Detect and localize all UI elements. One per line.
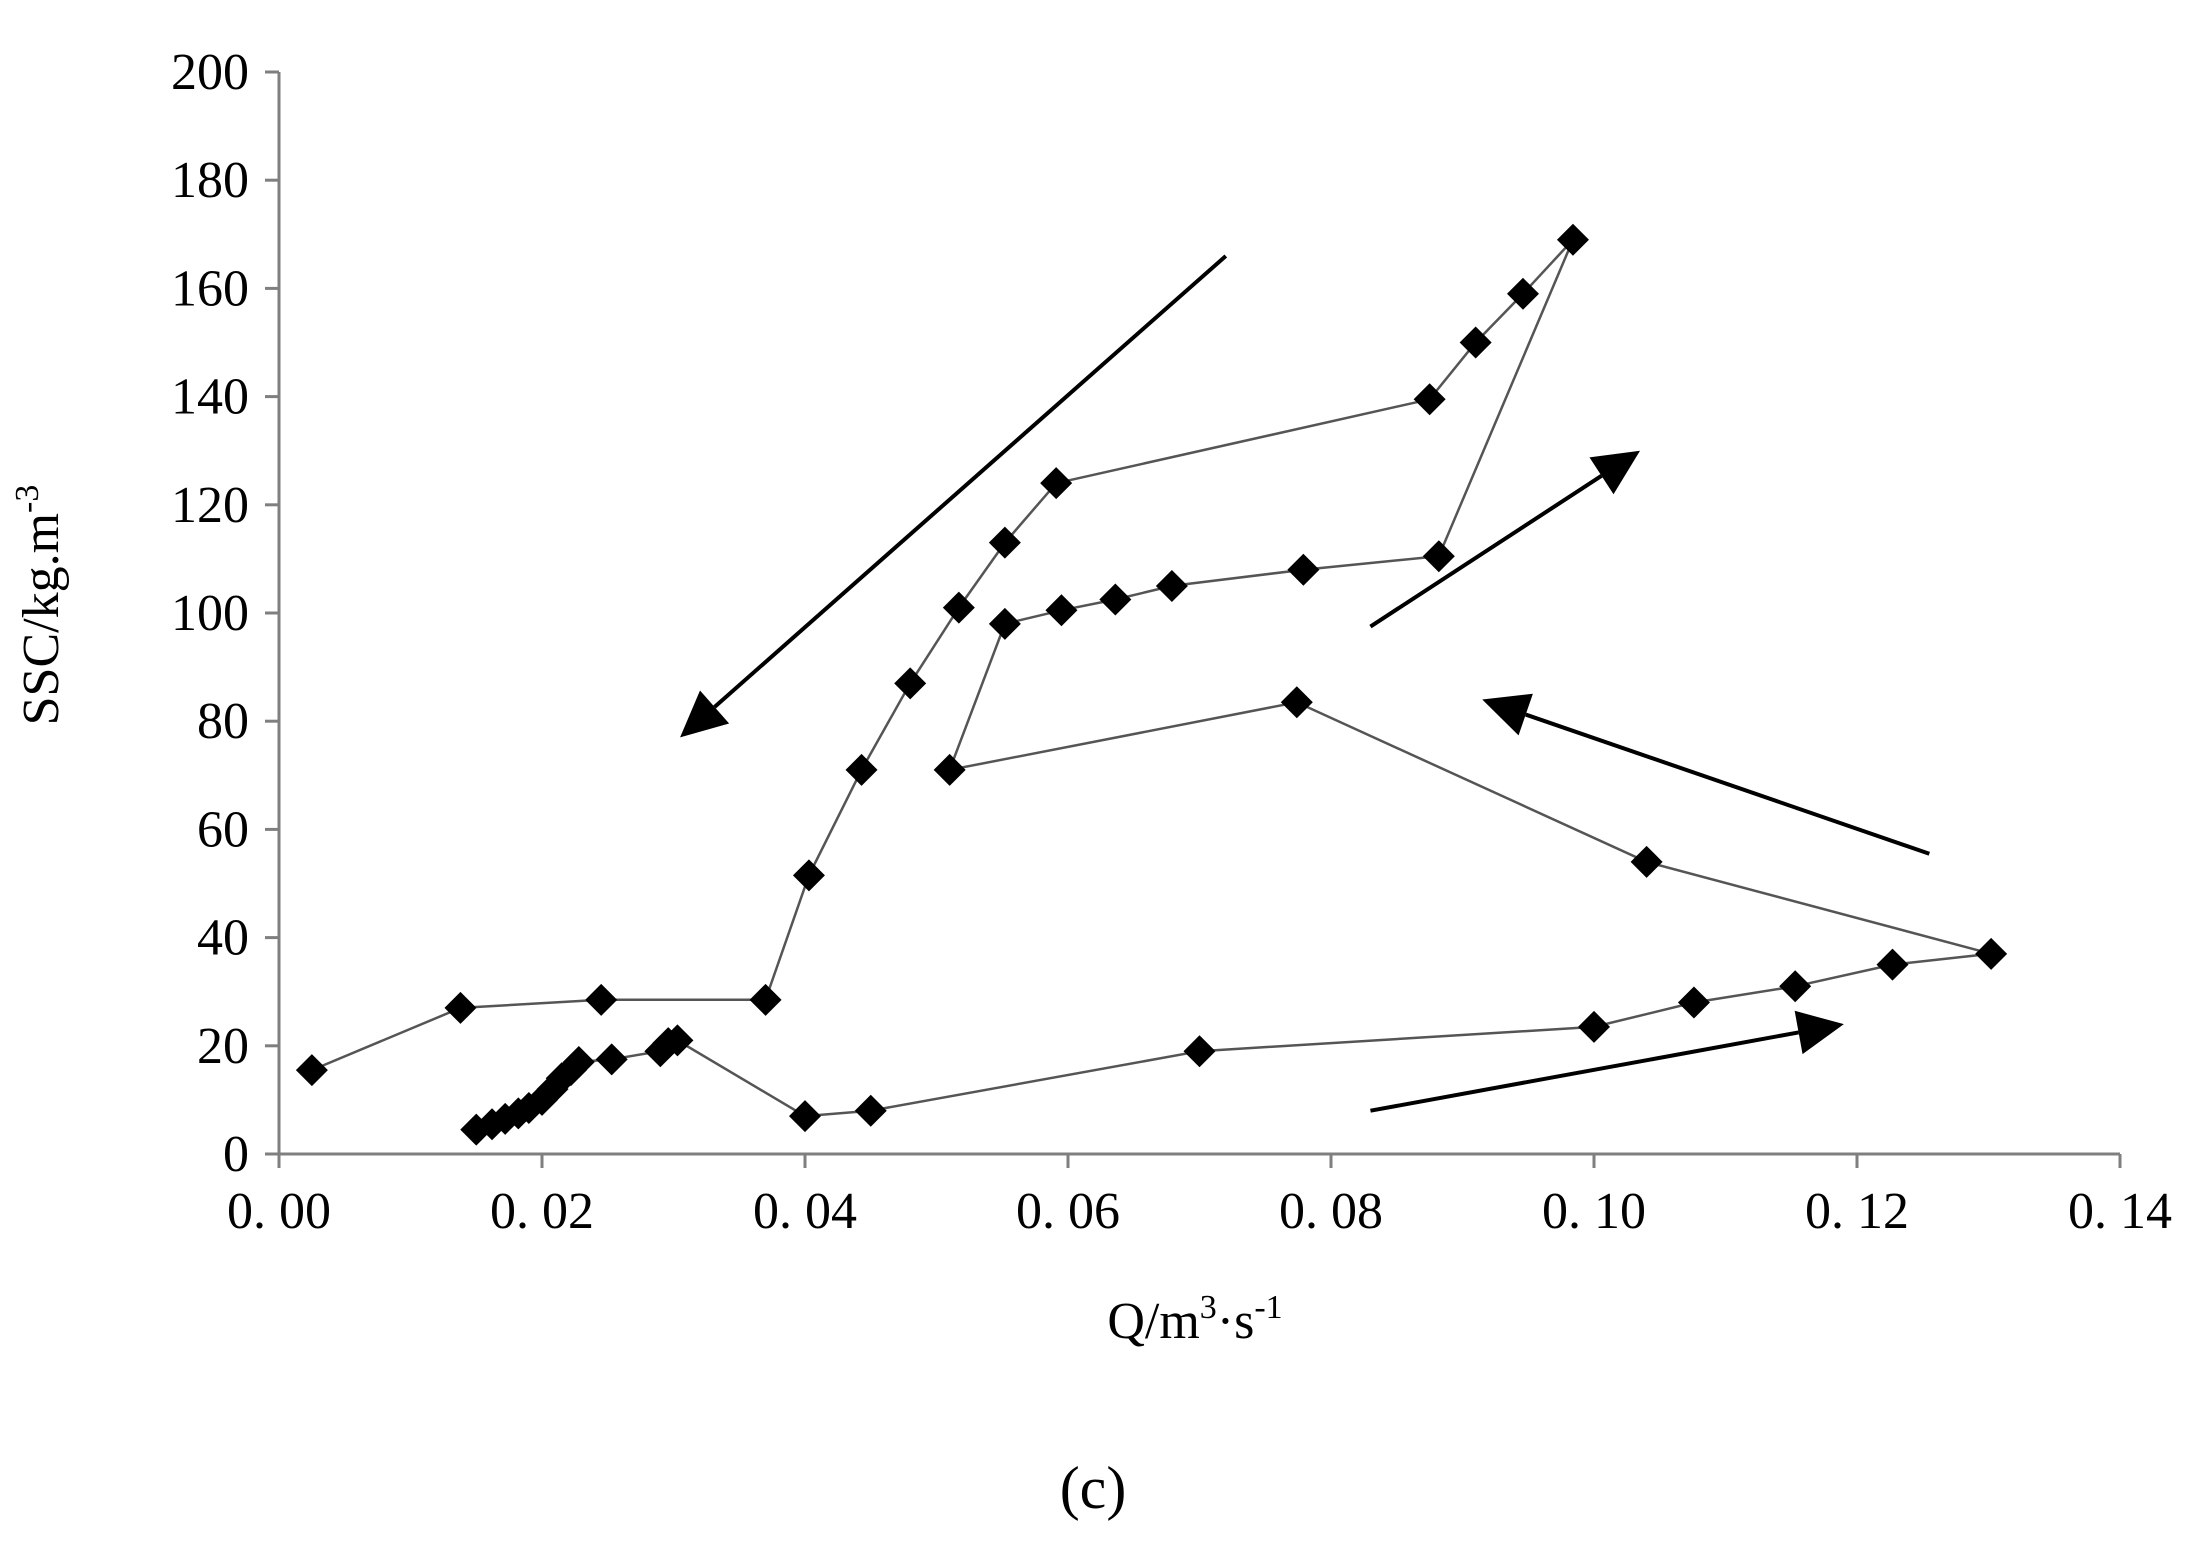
- data-point-diamond: [845, 753, 878, 786]
- x-tick-label: 0. 06: [1016, 1183, 1120, 1240]
- data-point-diamond: [789, 1100, 821, 1133]
- annotation-arrow-shaft: [713, 254, 1228, 709]
- y-tick-label: 80: [197, 693, 249, 750]
- y-tick-label: 100: [171, 585, 249, 642]
- annotation-arrow-shaft: [1369, 474, 1603, 629]
- data-point-diamond: [988, 526, 1021, 559]
- data-point-diamond: [1155, 569, 1188, 602]
- data-point-diamond: [1630, 845, 1663, 878]
- x-tick-label: 0. 04: [753, 1183, 857, 1240]
- data-point-diamond: [1413, 383, 1446, 416]
- data-point-diamond: [444, 991, 477, 1024]
- panel-label: (c): [1060, 1455, 1127, 1521]
- data-point-diamond: [1459, 326, 1492, 359]
- y-tick-label: 40: [197, 910, 249, 967]
- data-point-diamond: [1556, 223, 1589, 256]
- data-point-diamond: [1287, 553, 1320, 586]
- data-point-diamond: [1045, 594, 1078, 627]
- y-tick-label: 180: [171, 152, 249, 209]
- series-line: [311, 238, 1992, 1131]
- data-point-diamond: [1876, 948, 1909, 981]
- x-tick-label: 0. 12: [1805, 1183, 1909, 1240]
- data-point-diamond: [1975, 937, 2008, 970]
- x-tick-label: 0. 14: [2068, 1183, 2172, 1240]
- annotation-arrow-head: [680, 690, 730, 738]
- data-point-diamond: [1677, 986, 1710, 1019]
- data-point-diamond: [585, 983, 618, 1016]
- x-tick-label: 0. 08: [1279, 1183, 1383, 1240]
- data-point-diamond: [1779, 970, 1812, 1003]
- x-axis-title: Q/m3·s-1: [1107, 1289, 1282, 1350]
- data-point-diamond: [661, 1024, 694, 1057]
- data-point-diamond: [1578, 1010, 1610, 1043]
- x-tick-label: 0. 02: [490, 1183, 594, 1240]
- data-point-diamond: [942, 591, 975, 624]
- data-point-diamond: [854, 1094, 887, 1127]
- annotation-arrow-head: [1589, 450, 1641, 495]
- y-tick-label: 60: [197, 801, 249, 858]
- y-tick-label: 0: [223, 1126, 249, 1183]
- x-tick-label: 0. 10: [1542, 1183, 1646, 1240]
- annotation-arrows: [680, 254, 1930, 1113]
- annotation-arrow-shaft: [1525, 712, 1930, 856]
- series-lines: [311, 238, 1992, 1131]
- y-tick-label: 120: [171, 477, 249, 534]
- data-point-diamond: [988, 607, 1021, 640]
- data-point-diamond: [1040, 467, 1073, 500]
- data-point-diamond: [1506, 277, 1539, 310]
- y-axis-title: SSC/kg.m-3: [9, 485, 70, 726]
- y-tick-label: 160: [171, 260, 249, 317]
- data-point-diamond: [933, 753, 966, 786]
- annotation-arrow-head: [1482, 693, 1533, 736]
- data-point-diamond: [562, 1046, 595, 1079]
- annotation-arrow-shaft: [1370, 1030, 1799, 1113]
- y-tick-label: 200: [171, 44, 249, 101]
- data-point-diamond: [1422, 540, 1455, 573]
- annotation-arrow-head: [1794, 1010, 1844, 1055]
- data-point-diamond: [792, 859, 825, 892]
- data-point-diamond: [1183, 1035, 1216, 1068]
- axes: 0 20 40 60 80 100 120 140 160 180 200 0. 00 0. 02 0. …: [171, 44, 2172, 1240]
- data-point-diamond: [595, 1043, 628, 1076]
- y-tick-label: 20: [197, 1018, 249, 1075]
- y-tick-label: 140: [171, 369, 249, 426]
- data-point-diamond: [894, 667, 927, 700]
- x-tick-label: 0. 00: [227, 1183, 331, 1240]
- data-points: [295, 223, 2008, 1146]
- data-point-diamond: [1280, 686, 1313, 719]
- data-point-diamond: [1099, 583, 1132, 616]
- data-point-diamond: [295, 1054, 328, 1087]
- data-point-diamond: [749, 983, 782, 1016]
